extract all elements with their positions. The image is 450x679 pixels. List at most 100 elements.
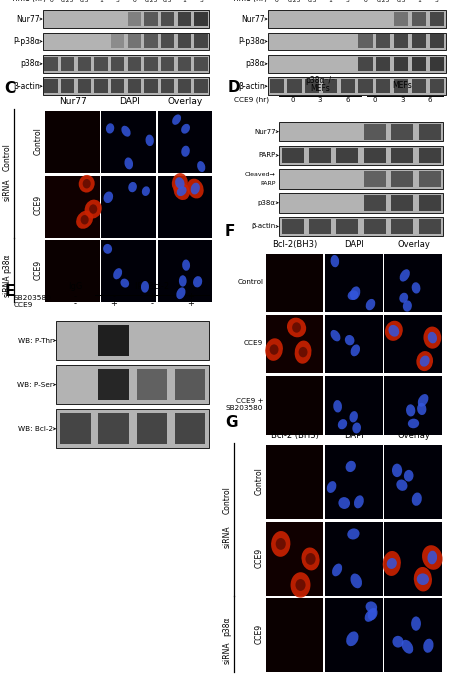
Ellipse shape <box>338 419 347 429</box>
Bar <box>268 10 446 28</box>
Bar <box>43 77 209 95</box>
Text: β-actin: β-actin <box>252 223 276 230</box>
Bar <box>158 111 212 173</box>
Bar <box>161 79 174 93</box>
Bar <box>98 369 129 400</box>
Bar <box>376 57 391 71</box>
Bar <box>111 79 124 93</box>
Bar <box>43 10 209 28</box>
Text: 3: 3 <box>116 0 120 3</box>
Text: CCE9: CCE9 <box>254 547 263 568</box>
Ellipse shape <box>76 210 93 229</box>
Ellipse shape <box>287 318 306 337</box>
Text: β-actin: β-actin <box>13 81 40 91</box>
Bar <box>268 77 446 95</box>
Text: p38α: p38α <box>258 200 276 206</box>
Text: Control: Control <box>254 467 263 495</box>
Text: β-actin: β-actin <box>238 81 265 91</box>
Bar <box>325 445 382 519</box>
Bar <box>128 12 141 26</box>
Ellipse shape <box>306 553 315 565</box>
Bar <box>384 254 442 312</box>
Ellipse shape <box>420 356 430 367</box>
Text: E: E <box>4 284 15 299</box>
Text: Nur77: Nur77 <box>16 14 40 24</box>
Ellipse shape <box>174 183 190 200</box>
Ellipse shape <box>172 173 188 193</box>
Bar <box>45 240 100 302</box>
Text: Overlay: Overlay <box>168 97 203 106</box>
Text: DAPI: DAPI <box>345 240 364 249</box>
Text: D: D <box>227 80 240 95</box>
Text: CCE9 +
SB203580: CCE9 + SB203580 <box>226 397 263 411</box>
Ellipse shape <box>85 200 102 219</box>
Ellipse shape <box>296 579 306 591</box>
Bar <box>323 79 337 93</box>
Ellipse shape <box>403 300 412 312</box>
Text: p38α: p38α <box>20 59 40 69</box>
Bar <box>341 79 355 93</box>
Text: Control: Control <box>34 127 43 155</box>
Ellipse shape <box>428 551 437 564</box>
Ellipse shape <box>365 602 377 612</box>
Ellipse shape <box>350 287 360 300</box>
Ellipse shape <box>89 204 97 214</box>
Text: 3: 3 <box>346 0 350 3</box>
Bar <box>282 219 304 234</box>
Ellipse shape <box>330 330 341 342</box>
Ellipse shape <box>366 299 375 310</box>
Bar <box>94 79 108 93</box>
Bar <box>279 122 443 141</box>
Ellipse shape <box>125 158 133 169</box>
Bar <box>194 57 207 71</box>
Text: Overlay: Overlay <box>397 431 430 440</box>
Text: Bcl-2(BH3): Bcl-2(BH3) <box>273 240 318 249</box>
Bar <box>376 35 391 48</box>
Text: CCE9: CCE9 <box>254 624 263 644</box>
Bar <box>364 195 386 210</box>
Bar <box>337 147 358 163</box>
Ellipse shape <box>347 528 360 540</box>
Bar <box>144 79 158 93</box>
Ellipse shape <box>423 327 441 349</box>
Bar <box>384 522 442 595</box>
Text: DAPI: DAPI <box>119 97 140 106</box>
Ellipse shape <box>327 481 336 493</box>
Text: Control: Control <box>223 486 232 514</box>
Ellipse shape <box>332 564 342 576</box>
Ellipse shape <box>414 567 432 591</box>
Text: CCE9: CCE9 <box>244 340 263 346</box>
Text: PARP: PARP <box>261 181 276 185</box>
Ellipse shape <box>197 161 205 172</box>
Bar <box>337 219 358 234</box>
Bar <box>45 79 58 93</box>
Ellipse shape <box>401 640 413 654</box>
Bar <box>418 147 441 163</box>
Text: 0: 0 <box>373 97 377 103</box>
Bar <box>325 376 382 435</box>
Bar <box>56 321 209 360</box>
Bar <box>175 369 205 400</box>
Ellipse shape <box>193 276 202 287</box>
Bar <box>266 522 324 595</box>
Ellipse shape <box>346 461 356 472</box>
Text: PARP: PARP <box>259 152 276 158</box>
Text: IP: Bcl-2: IP: Bcl-2 <box>135 282 169 291</box>
Bar <box>144 57 158 71</box>
Bar <box>98 414 129 444</box>
Text: p38α⁻/⁻: p38α⁻/⁻ <box>305 76 335 85</box>
Text: WB: P-Ser: WB: P-Ser <box>17 382 53 388</box>
Ellipse shape <box>103 244 112 254</box>
Text: 3: 3 <box>318 97 322 103</box>
Bar <box>376 79 391 93</box>
Ellipse shape <box>181 146 190 157</box>
Ellipse shape <box>351 344 360 356</box>
Bar <box>45 176 100 238</box>
Text: 0.5: 0.5 <box>163 0 172 3</box>
Bar <box>364 147 386 163</box>
Bar <box>111 57 124 71</box>
Ellipse shape <box>338 497 350 509</box>
Bar <box>394 35 408 48</box>
Ellipse shape <box>388 325 399 337</box>
Text: 0: 0 <box>132 0 136 3</box>
